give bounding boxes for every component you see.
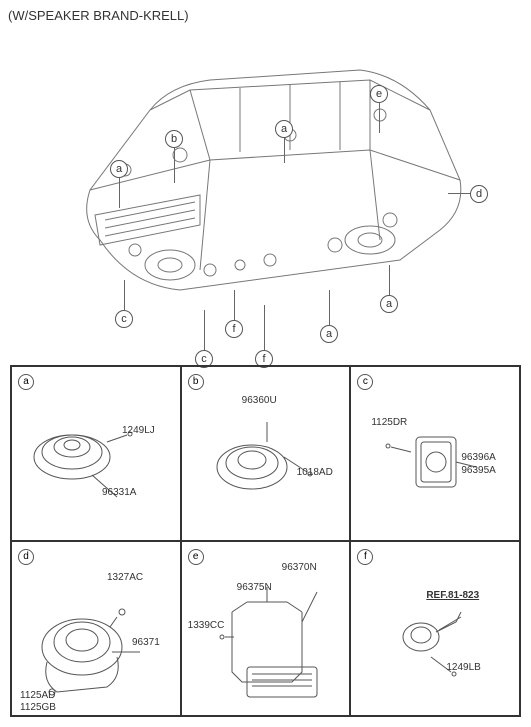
part-number: REF.81-823 xyxy=(426,590,479,601)
callout-b: b xyxy=(165,130,183,148)
part-number: 1125DR xyxy=(371,417,407,428)
vehicle-diagram-area: abaedaafcfc xyxy=(0,30,531,360)
grid-cell-e: e96370N96375N1339CC xyxy=(181,541,351,716)
leader-line xyxy=(204,310,205,350)
part-number: 96370N xyxy=(282,562,317,573)
parts-grid: a1249LJ96331Ab96360U1018ADc1125DR96396A9… xyxy=(10,365,521,717)
part-number: 96360U xyxy=(242,395,277,406)
part-number: 1249LJ xyxy=(122,425,155,436)
leader-line xyxy=(119,178,120,208)
leader-line xyxy=(264,305,265,350)
part-number: 96371 xyxy=(132,637,160,648)
callout-a: a xyxy=(380,295,398,313)
leader-line xyxy=(124,280,125,310)
callout-a: a xyxy=(110,160,128,178)
part-illustration xyxy=(12,547,177,712)
vehicle-outline xyxy=(60,40,470,320)
part-number: 96375N xyxy=(237,582,272,593)
leader-line xyxy=(448,193,470,194)
grid-cell-b: b96360U1018AD xyxy=(181,366,351,541)
leader-line xyxy=(284,138,285,163)
leader-line xyxy=(379,103,380,133)
grid-cell-d: d1327AC963711125AD1125GB xyxy=(11,541,181,716)
callout-f: f xyxy=(225,320,243,338)
part-number: 1249LB xyxy=(446,662,480,673)
callout-a: a xyxy=(320,325,338,343)
callout-e: e xyxy=(370,85,388,103)
part-number: 1018AD xyxy=(297,467,333,478)
part-number: 1327AC xyxy=(107,572,143,583)
part-illustration xyxy=(12,372,177,537)
leader-line xyxy=(329,290,330,325)
part-illustration xyxy=(351,547,516,712)
grid-cell-c: c1125DR96396A96395A xyxy=(350,366,520,541)
callout-a: a xyxy=(275,120,293,138)
diagram-title: (W/SPEAKER BRAND-KRELL) xyxy=(8,8,189,23)
leader-line xyxy=(174,148,175,183)
part-number: 1125GB xyxy=(20,702,56,713)
part-number: 96396A xyxy=(461,452,495,463)
callout-c: c xyxy=(115,310,133,328)
part-number: 1339CC xyxy=(188,620,225,631)
leader-line xyxy=(389,265,390,295)
callout-d: d xyxy=(470,185,488,203)
grid-cell-a: a1249LJ96331A xyxy=(11,366,181,541)
part-number: 96331A xyxy=(102,487,136,498)
grid-cell-f: fREF.81-8231249LB xyxy=(350,541,520,716)
leader-line xyxy=(234,290,235,320)
part-number: 96395A xyxy=(461,465,495,476)
part-number: 1125AD xyxy=(20,690,55,701)
